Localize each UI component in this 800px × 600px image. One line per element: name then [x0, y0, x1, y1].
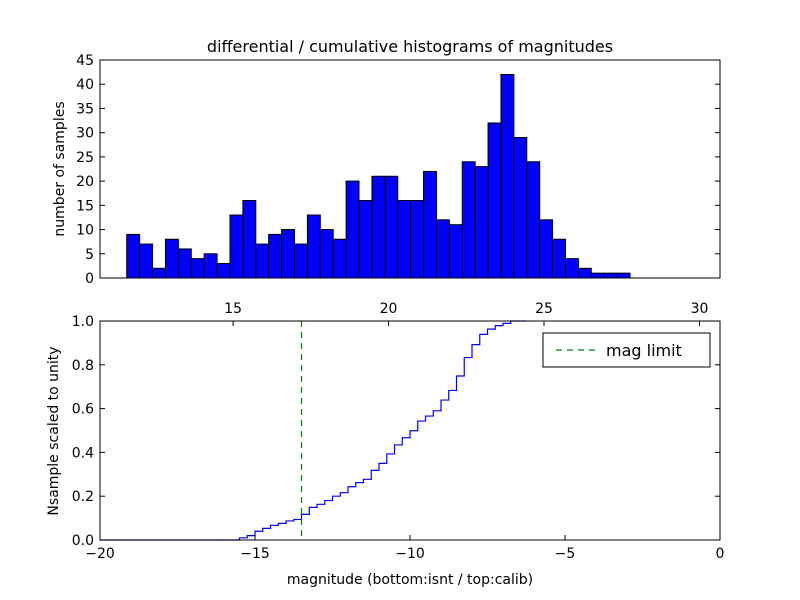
y-tick-label: 0.2 [72, 489, 94, 505]
histogram-bar [410, 199, 425, 279]
histogram-bar [539, 219, 554, 279]
histogram-bar [293, 243, 308, 279]
y-tick-label: 15 [76, 198, 94, 214]
cumulative-x-axis-label: magnitude (bottom:isnt / top:calib) [287, 572, 533, 588]
y-tick-label: 20 [76, 174, 94, 190]
histogram-bar [500, 74, 515, 279]
histogram-bar [216, 262, 231, 279]
histogram-bar [552, 238, 566, 279]
y-tick-label: 10 [76, 223, 94, 239]
y-tick-label: 40 [76, 77, 94, 93]
histogram-bar [487, 122, 502, 279]
histogram-bar [332, 238, 347, 279]
histogram-bar [590, 272, 605, 279]
y-tick-label: 0.6 [72, 402, 94, 418]
top-x-tick-label: 30 [691, 301, 709, 317]
histogram-bar [281, 229, 295, 279]
legend: mag limit [542, 332, 711, 368]
y-tick-label: 45 [76, 53, 94, 69]
cumulative-step-line [100, 320, 527, 541]
histogram-bar [371, 175, 386, 279]
y-tick-label: 0 [85, 271, 94, 287]
histogram-bar [474, 166, 489, 279]
histogram-panel: differential / cumulative histograms of … [52, 37, 721, 287]
histogram-y-axis-label: number of samples [52, 101, 68, 236]
histogram-bar [268, 233, 283, 279]
histogram-bar [319, 229, 334, 279]
cumulative-panel: −20 −15 −10 −5 0 15 20 25 30 0.0 0.2 0.4 0.6 0.8 1.0 m… [46, 301, 724, 588]
x-tick-label: 0 [716, 546, 725, 562]
histogram-bars [126, 74, 631, 279]
histogram-bar [397, 199, 412, 279]
y-tick-label: 35 [76, 101, 94, 117]
histogram-axes-frame [99, 59, 721, 279]
x-tick-label: −10 [395, 546, 425, 562]
histogram-bar [306, 214, 321, 279]
histogram-bar [616, 272, 631, 279]
y-tick-label: 0.8 [72, 358, 94, 374]
y-tick-label: 5 [85, 247, 94, 263]
top-x-tick-label: 25 [535, 301, 553, 317]
y-tick-label: 30 [76, 126, 94, 142]
y-tick-label: 0.4 [72, 445, 94, 461]
histogram-bar [603, 272, 618, 279]
x-tick-label: −15 [240, 546, 270, 562]
histogram-bar [435, 219, 450, 279]
histogram-bar [577, 267, 592, 279]
x-tick-label: −20 [85, 546, 115, 562]
histogram-bar [423, 170, 437, 279]
histogram-bar [255, 243, 270, 279]
histogram-bar [564, 258, 579, 279]
histogram-bar [126, 233, 141, 279]
histogram-bar [164, 238, 179, 279]
histogram-bar [358, 199, 373, 279]
top-x-tick-label: 20 [380, 301, 398, 317]
y-tick-label: 1.0 [72, 314, 94, 330]
histogram-bar [190, 258, 205, 279]
histogram-bar [177, 248, 192, 279]
histogram-y-ticks: 0 5 10 15 20 25 30 35 40 45 [76, 53, 720, 287]
histogram-bar [526, 161, 541, 279]
histogram-bar [229, 214, 244, 279]
y-tick-label: 0.0 [72, 533, 94, 549]
cumulative-ticks: −20 −15 −10 −5 0 15 20 25 30 0.0 0.2 0.4 0.6 0.8 1.0 [72, 301, 725, 562]
histogram-bar [384, 175, 399, 279]
cumulative-y-axis-label: Nsample scaled to unity [46, 346, 62, 515]
top-x-tick-label: 15 [224, 301, 242, 317]
histogram-bar [203, 253, 218, 279]
chart-title: differential / cumulative histograms of … [207, 37, 613, 56]
histogram-bar [139, 243, 154, 279]
histogram-bar [448, 224, 463, 279]
legend-mag-limit-label: mag limit [606, 341, 682, 360]
histogram-bar [461, 161, 476, 279]
histogram-bar [242, 199, 257, 279]
y-tick-label: 25 [76, 150, 94, 166]
histogram-bar [152, 267, 166, 279]
histogram-bar [345, 180, 360, 279]
x-tick-label: −5 [555, 546, 576, 562]
histogram-bar [513, 137, 528, 279]
